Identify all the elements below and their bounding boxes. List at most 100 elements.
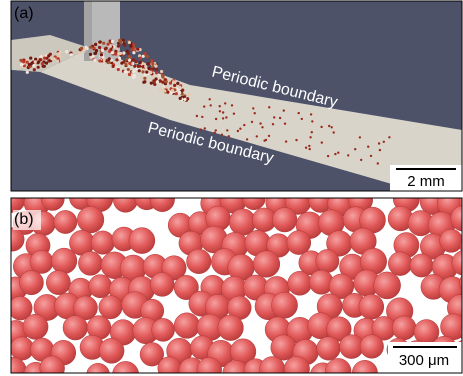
- particle: [37, 66, 40, 69]
- particle: [101, 49, 104, 52]
- particle: [19, 271, 43, 295]
- particle: [124, 70, 127, 73]
- particle: [22, 60, 25, 63]
- particle: [285, 140, 287, 142]
- particle: [219, 105, 221, 107]
- particle: [117, 68, 120, 71]
- particle: [328, 125, 330, 127]
- particle: [272, 207, 297, 232]
- particle: [272, 123, 274, 125]
- particle: [77, 206, 104, 233]
- particle: [107, 43, 110, 46]
- particle: [279, 117, 281, 119]
- particle: [111, 40, 114, 43]
- particle: [149, 71, 152, 74]
- particle: [228, 135, 230, 137]
- particle: [239, 128, 241, 130]
- particle: [298, 112, 300, 114]
- particle: [34, 60, 37, 63]
- particle: [171, 89, 174, 92]
- particle: [70, 53, 73, 56]
- particle: [26, 71, 29, 74]
- particle: [154, 65, 157, 68]
- particle: [128, 59, 131, 62]
- particle: [259, 122, 261, 124]
- particle: [321, 141, 323, 143]
- particle: [103, 59, 106, 62]
- particle: [163, 89, 166, 92]
- particle: [359, 294, 384, 319]
- particle: [150, 59, 153, 62]
- particle: [173, 84, 176, 87]
- particle: [47, 54, 50, 57]
- particle: [136, 48, 139, 51]
- particle: [187, 249, 212, 274]
- particle: [333, 131, 335, 133]
- particle: [176, 82, 179, 85]
- particle: [410, 254, 433, 277]
- particle: [150, 272, 174, 296]
- particle: [51, 248, 77, 274]
- particle: [30, 250, 53, 273]
- particle: [124, 63, 127, 66]
- particle: [113, 188, 137, 212]
- particle: [360, 159, 362, 161]
- particle: [143, 77, 146, 80]
- particle: [224, 102, 226, 104]
- particle: [183, 98, 186, 101]
- particle: [378, 142, 380, 144]
- particle: [99, 338, 124, 363]
- particle: [367, 146, 369, 148]
- particle: [268, 106, 270, 108]
- panel-b: 300 μm (b): [0, 185, 463, 376]
- particle: [135, 60, 138, 63]
- particle: [155, 68, 158, 71]
- particle: [201, 116, 203, 118]
- particle: [93, 47, 96, 50]
- particle: [273, 116, 275, 118]
- particle: [78, 51, 81, 54]
- particle: [383, 141, 385, 143]
- particle: [203, 105, 205, 107]
- particle: [1, 228, 25, 252]
- particle: [122, 51, 125, 54]
- particle: [233, 113, 235, 115]
- particle: [152, 318, 175, 341]
- particle: [214, 132, 216, 134]
- particle: [63, 315, 88, 340]
- particle: [283, 109, 285, 111]
- particle: [139, 61, 142, 64]
- particle: [108, 57, 111, 60]
- particle: [360, 335, 384, 359]
- particle: [156, 80, 159, 83]
- particle: [215, 118, 217, 120]
- particle: [370, 155, 372, 157]
- particle: [115, 58, 118, 61]
- particle: [379, 149, 381, 151]
- particle: [114, 53, 117, 56]
- particle: [222, 111, 224, 113]
- particle: [354, 148, 356, 150]
- particle: [138, 65, 141, 68]
- particle: [218, 315, 244, 341]
- particle: [226, 129, 228, 131]
- page: {"panels": [ {"label": "(a)", "annotatio…: [0, 0, 463, 376]
- particle: [225, 116, 227, 118]
- particle: [151, 62, 154, 65]
- particle: [331, 126, 333, 128]
- particle: [123, 44, 126, 47]
- particle: [284, 123, 286, 125]
- particle: [301, 118, 303, 120]
- particle: [128, 73, 131, 76]
- particle: [188, 93, 191, 96]
- particle: [118, 39, 121, 42]
- figure: Periodic boundary Periodic boundary 2 mm…: [0, 0, 463, 376]
- particle: [133, 65, 136, 68]
- particle: [305, 147, 307, 149]
- particle: [179, 97, 182, 100]
- particle: [59, 50, 62, 53]
- particle: [78, 251, 102, 275]
- particle: [231, 104, 233, 106]
- particle: [91, 231, 114, 254]
- particle: [54, 210, 77, 233]
